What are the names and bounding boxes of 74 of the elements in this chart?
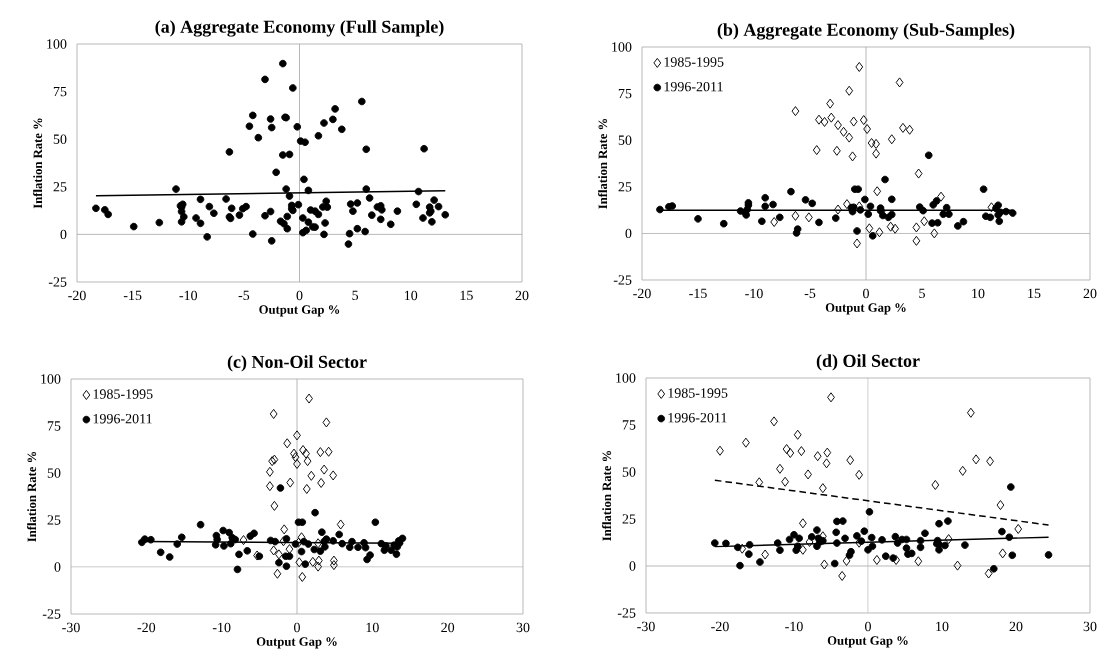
y-tick-label: 25 (47, 515, 61, 525)
x-tick-label: -15 (689, 288, 707, 299)
legend-label: 1996-2011 (668, 412, 727, 423)
x-tick-label: 0 (863, 288, 869, 299)
x-tick-label: 20 (515, 290, 529, 301)
y-tick-label: 0 (60, 229, 67, 240)
y-tick-label: 75 (47, 421, 61, 431)
x-tick-label: 0 (294, 622, 300, 633)
y-tick-label: 0 (629, 561, 636, 571)
y-tick-label: 100 (612, 42, 632, 52)
x-tick-label: 10 (404, 290, 418, 301)
y-tick-label: 25 (53, 182, 67, 192)
y-tick-label: 25 (622, 514, 636, 524)
x-tick-label: -15 (123, 290, 142, 301)
x-tick-label: -10 (745, 288, 763, 299)
x-tick-label: 10 (936, 621, 949, 632)
y-tick-label: 100 (616, 373, 636, 383)
x-tick-label: -20 (711, 621, 729, 632)
x-tick-label: 5 (352, 290, 359, 301)
x-tick-label: -30 (637, 621, 655, 632)
legend-label: 1996-2011 (664, 81, 723, 92)
legend-label: 1996-2011 (93, 413, 152, 424)
y-tick-label: -25 (617, 608, 636, 618)
x-tick-label: -10 (212, 622, 231, 633)
x-tick-label: -30 (62, 622, 80, 633)
y-tick-label: 25 (618, 182, 632, 192)
x-axis-title: Output Gap % (825, 303, 906, 315)
y-tick-label: 50 (53, 134, 67, 144)
x-tick-label: -20 (137, 622, 156, 633)
y-tick-label: 50 (47, 468, 61, 478)
x-tick-label: -20 (68, 290, 86, 301)
y-tick-label: 0 (625, 228, 632, 239)
x-tick-label: 20 (1083, 288, 1097, 299)
y-tick-label: 75 (622, 420, 636, 430)
y-tick-label: -25 (613, 275, 632, 285)
chart-title: (c) Non-Oil Sector (227, 355, 367, 372)
y-tick-label: 75 (53, 86, 67, 97)
x-tick-label: 30 (516, 622, 530, 633)
chart-title: (d) Oil Sector (816, 354, 920, 371)
y-axis-title: Inflation Rate % (27, 451, 37, 542)
y-tick-label: 100 (41, 374, 61, 384)
y-tick-label: -25 (48, 277, 67, 287)
legend-label: 1985-1995 (664, 57, 724, 67)
x-tick-label: -5 (238, 290, 250, 301)
y-axis-title: Inflation Rate % (602, 450, 612, 541)
x-tick-label: 15 (460, 290, 473, 301)
y-tick-label: 75 (618, 88, 632, 99)
x-tick-label: -20 (633, 288, 651, 299)
x-tick-label: 5 (919, 288, 925, 299)
chart-title: (b) Aggregate Economy (Sub-Samples) (717, 23, 1015, 40)
y-axis-title: Inflation Rate % (33, 118, 43, 209)
chart-title: (a) Aggregate Economy (Full Sample) (155, 20, 444, 37)
y-tick-label: 50 (618, 135, 632, 145)
x-axis-title: Output Gap % (827, 636, 908, 648)
x-tick-label: -10 (179, 290, 198, 301)
x-tick-label: 20 (441, 622, 455, 633)
x-tick-label: 30 (1083, 621, 1097, 632)
x-tick-label: 20 (1009, 621, 1023, 632)
y-axis-title: Inflation Rate % (598, 118, 608, 209)
y-tick-label: -25 (42, 609, 61, 619)
y-tick-label: 50 (622, 467, 636, 477)
y-tick-label: 100 (47, 39, 67, 49)
y-tick-label: 0 (54, 562, 61, 572)
x-axis-title: Output Gap % (259, 305, 340, 317)
x-tick-label: -10 (785, 621, 803, 632)
x-tick-label: 10 (972, 288, 985, 299)
x-tick-label: 10 (366, 622, 379, 633)
x-axis-title: Output Gap % (256, 637, 337, 649)
x-tick-label: 0 (296, 290, 303, 301)
legend-label: 1985-1995 (668, 388, 728, 398)
x-tick-label: 15 (1028, 288, 1041, 299)
x-tick-label: 0 (865, 621, 871, 632)
legend-label: 1985-1995 (93, 389, 153, 399)
x-tick-label: -5 (804, 288, 816, 299)
